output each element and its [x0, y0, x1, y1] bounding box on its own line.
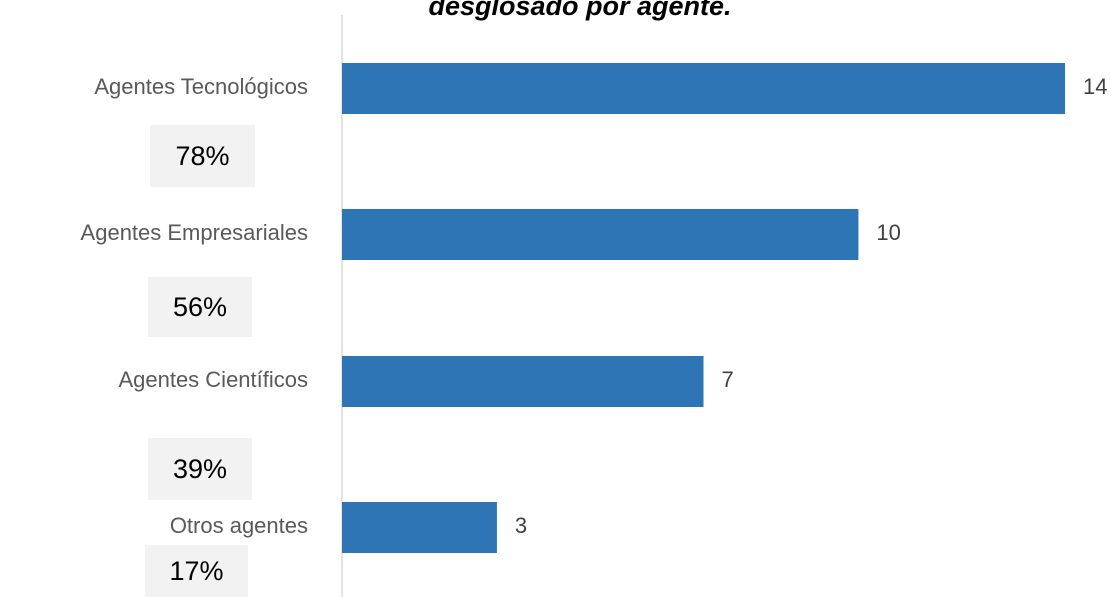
annotation-box [150, 125, 255, 187]
category-label: Agentes Científicos [118, 367, 308, 392]
bar [342, 502, 497, 553]
category-label: Otros agentes [170, 513, 308, 538]
annotation: 78% [175, 141, 229, 171]
value-label: 10 [876, 220, 900, 245]
annotation-box [145, 545, 248, 597]
bar [342, 63, 1065, 114]
annotation: 56% [173, 292, 227, 322]
value-label: 3 [515, 513, 527, 538]
value-label: 14 [1083, 74, 1107, 99]
annotation: 39% [173, 454, 227, 484]
annotation-box [148, 438, 252, 500]
bar [342, 209, 859, 260]
chart-title: desglosado por agente. [428, 0, 731, 21]
category-label: Agentes Tecnológicos [94, 74, 308, 99]
value-label: 7 [722, 367, 734, 392]
annotation-box [148, 277, 252, 337]
annotation: 17% [169, 556, 223, 586]
category-label: Agentes Empresariales [81, 220, 308, 245]
bar [342, 356, 704, 407]
